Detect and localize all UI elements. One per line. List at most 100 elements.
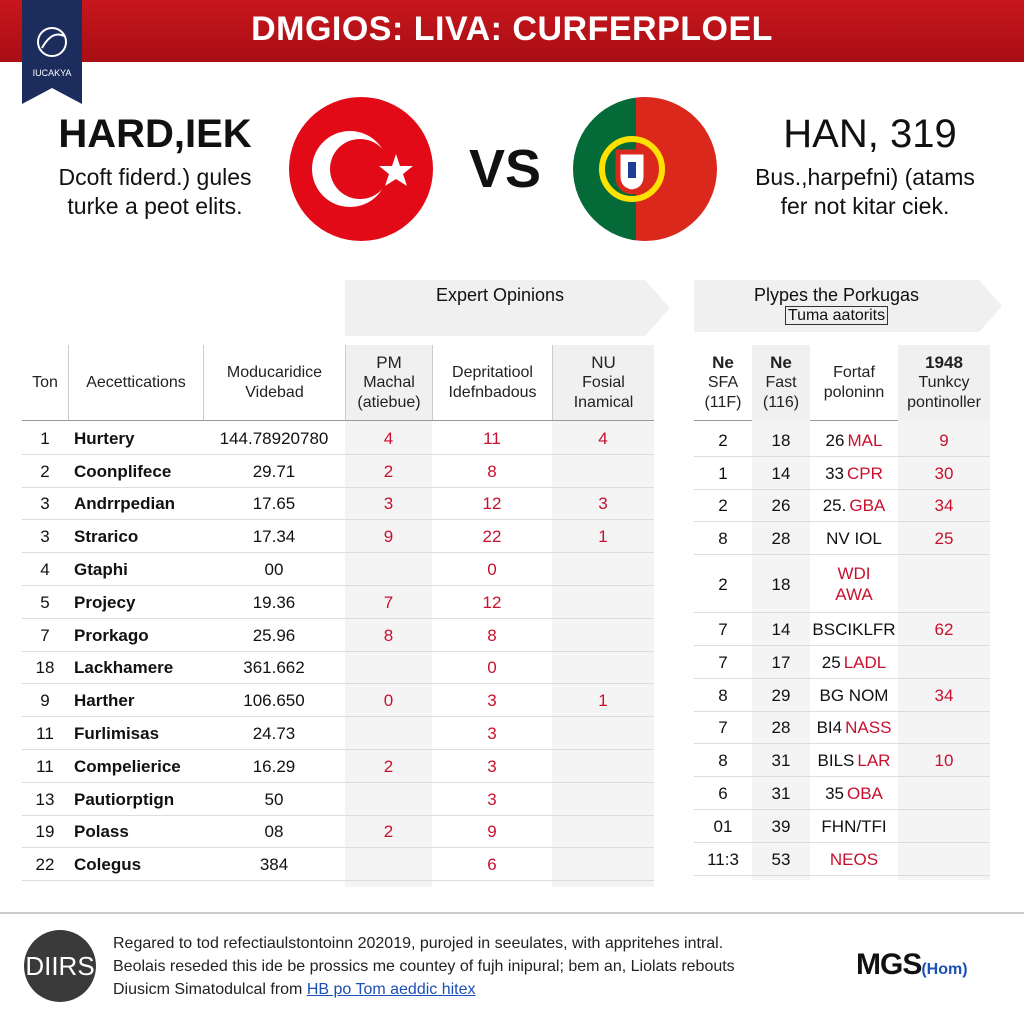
row-rule [694, 776, 990, 778]
table-cell: 0 [383, 691, 394, 711]
table-cell: 08 [264, 822, 284, 842]
badge-text: IUCAKYA [33, 68, 72, 78]
table-cell: 35 OBA [810, 777, 898, 810]
table-cell: 361.662 [243, 658, 305, 678]
table-cell: 12 [482, 494, 502, 514]
table-cell: 26 [771, 496, 791, 516]
table-cell: 9 [383, 527, 394, 547]
header-line: Fast [765, 374, 797, 392]
table-cell: 17.65 [252, 494, 296, 514]
header-line: Inamical [573, 394, 634, 412]
table-cell: BI4 NASS [810, 712, 898, 745]
cell-line: BI4 NASS [817, 717, 892, 738]
table-cell: 62 [934, 619, 954, 639]
table-cell: 144.78920780 [219, 428, 329, 448]
footer-link[interactable]: HB po Tom aeddic hitex [306, 981, 476, 998]
table-cell: Projecy [74, 592, 136, 612]
header-rule [694, 420, 990, 421]
header-line: Machal [363, 374, 415, 392]
table-cell: Coonplifece [74, 461, 172, 481]
table-cell: 14 [771, 463, 791, 483]
table-cell: 28 [771, 718, 791, 738]
row-rule [22, 880, 654, 882]
table-cell: 53 [771, 849, 791, 869]
table-cell: 11:3 [707, 849, 739, 869]
table-cell: 14 [771, 619, 791, 639]
table-cell: 3 [487, 723, 497, 743]
cell-line: 25. GBA [823, 495, 886, 516]
row-rule [22, 781, 654, 783]
table-cell: 8 [718, 751, 728, 771]
header-line: Idefnbadous [448, 383, 537, 401]
row-rule [22, 486, 654, 488]
table-cell: 13 [35, 789, 55, 809]
row-rule [694, 677, 990, 679]
table2-subbanner: Tuma aatorits [694, 306, 979, 325]
table-cell: 22 [35, 855, 55, 875]
table-cell: 3 [598, 494, 608, 514]
row-rule [22, 617, 654, 619]
table-cell: 22 [482, 527, 502, 547]
table-cell: 9 [40, 691, 50, 711]
table-cell: 28 [771, 529, 791, 549]
table-cell: 6 [487, 855, 497, 875]
cell-part: AWA [835, 585, 873, 605]
desc-line: Dcoft fiderd.) gules [58, 164, 252, 190]
row-rule [22, 552, 654, 554]
table-cell: 1 [598, 527, 608, 547]
row-rule [694, 645, 990, 646]
row-rule [22, 716, 654, 718]
cell-part: OBA [847, 783, 883, 803]
header-line: pontinoller [907, 394, 981, 412]
cell-line: BSCIKLFR [812, 619, 895, 640]
table-cell: FHN/TFI [810, 810, 898, 843]
desc-line: Bus.,harpefni) (atams [755, 164, 975, 190]
cell-part: WDI [837, 563, 871, 583]
table-cell: Lackhamere [74, 658, 174, 678]
column-shade [552, 420, 654, 888]
header-line: Fosial [582, 374, 625, 392]
header-line: 1948 [925, 352, 963, 372]
table-cell: 0 [487, 658, 497, 678]
brand-suffix: (Hom) [921, 961, 968, 978]
table-cell: 3 [383, 494, 394, 514]
table-cell: 4 [598, 428, 608, 448]
footer-rule [0, 912, 1024, 914]
badge: IUCAKYA [22, 0, 82, 104]
column-header: Depritatiool Idefnbadous [432, 345, 552, 420]
header-line: poloninn [823, 383, 885, 401]
cell-part: BILS [817, 751, 855, 771]
table-cell: Compelierice [74, 756, 181, 776]
header-line: PM [376, 352, 402, 372]
cell-part: 25 [821, 652, 841, 672]
table-cell: NV IOL [810, 522, 898, 555]
header-line: Aecettications [86, 373, 186, 391]
column-header: Fortaf poloninn [810, 345, 898, 420]
row-rule [22, 453, 654, 455]
table-cell: Pautiorptign [74, 789, 175, 809]
footer-text: Regared to tod refectiaulstontoinn 20201… [113, 932, 833, 1001]
header-line: NU [591, 352, 616, 372]
turkey-flag [289, 97, 433, 241]
table-cell: 3 [40, 494, 50, 514]
table-cell: Harther [74, 691, 135, 711]
table-cell: Prorkago [74, 625, 149, 645]
table-cell: 17 [771, 652, 791, 672]
table-cell: 31 [771, 783, 791, 803]
table-cell: 31 [771, 751, 791, 771]
header-line: (11F) [704, 394, 742, 412]
table-cell: 7 [40, 625, 50, 645]
row-rule [22, 519, 654, 521]
table-cell: 18 [771, 574, 791, 594]
column-shade [752, 420, 810, 880]
header-line: Depritatiool [452, 363, 533, 381]
header-title: DMGIOS: LIVA: CURFERPLOEL [251, 10, 773, 48]
table-cell: BSCIKLFR [810, 613, 898, 646]
table-cell: 25. GBA [810, 490, 898, 523]
cell-line: 25 LADL [822, 652, 886, 673]
row-rule [22, 749, 654, 750]
table-cell: 6 [718, 783, 728, 803]
table-cell: 8 [487, 461, 497, 481]
header-line: Videbad [245, 383, 304, 401]
header-line: SFA [707, 374, 739, 392]
